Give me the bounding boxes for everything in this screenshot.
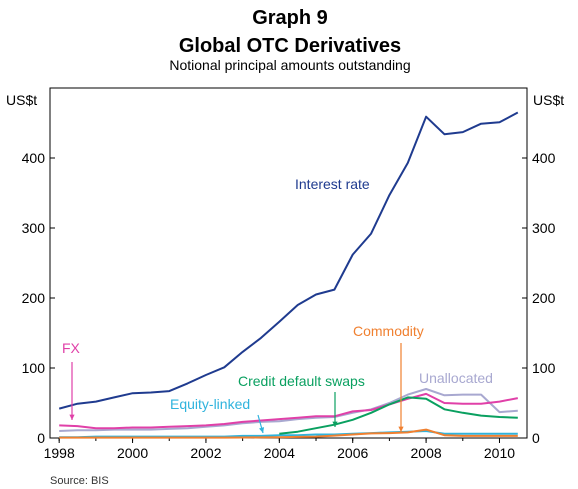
series-lines: [58, 111, 519, 439]
y-tick-label-right: 300: [532, 220, 556, 236]
graph-label: Graph 9: [252, 7, 328, 29]
annotation-interest-rate: Interest rate: [295, 176, 370, 192]
x-tick-label: 2008: [411, 445, 442, 461]
annotation-fx: FX: [62, 340, 81, 356]
y-tick-label-left: 200: [22, 290, 46, 306]
annotation-equity-linked: Equity-linked: [170, 396, 250, 412]
y-tick-label-right: 400: [532, 150, 556, 166]
y-tick-label-left: 100: [22, 360, 46, 376]
series-line-credit-default-swaps: [279, 396, 518, 435]
annotation-arrowhead: [332, 421, 338, 427]
x-tick-label: 2010: [484, 445, 515, 461]
y-tick-label-left: 0: [37, 430, 45, 446]
axis-ticks: 0 0 100 100 200 200 300 300 400 400 1998 2000 2002 20…: [22, 150, 556, 461]
source-note: Source: BIS: [50, 475, 109, 487]
y-tick-label-left: 300: [22, 220, 46, 236]
annotation-arrowhead: [398, 426, 404, 432]
annotation-unallocated: Unallocated: [419, 370, 493, 386]
chart-title: Global OTC Derivatives: [179, 35, 401, 57]
y-unit-right: US$t: [533, 92, 564, 108]
series-line-interest-rate: [58, 111, 519, 410]
x-tick-label: 2002: [190, 445, 221, 461]
y-tick-label-right: 0: [532, 430, 540, 446]
annotation-commodity: Commodity: [353, 323, 424, 339]
x-tick-label: 1998: [44, 445, 75, 461]
y-unit-left: US$t: [6, 92, 37, 108]
x-tick-label: 2000: [117, 445, 148, 461]
series-line-fx: [59, 392, 518, 430]
chart-subtitle: Notional principal amounts outstanding: [169, 57, 410, 73]
y-tick-label-left: 400: [22, 150, 46, 166]
y-tick-label-right: 100: [532, 360, 556, 376]
annotation-arrowhead: [69, 414, 75, 420]
series-line-unallocated: [59, 388, 518, 432]
y-tick-label-right: 200: [532, 290, 556, 306]
annotation-arrowhead: [259, 427, 265, 433]
series-line-commodity: [59, 428, 518, 439]
x-tick-label: 2006: [337, 445, 368, 461]
annotation-credit-default-swaps: Credit default swaps: [238, 373, 365, 389]
x-tick-label: 2004: [264, 445, 295, 461]
series-annotations: Interest rate FX Commodity Unallocated Credi…: [62, 176, 493, 434]
